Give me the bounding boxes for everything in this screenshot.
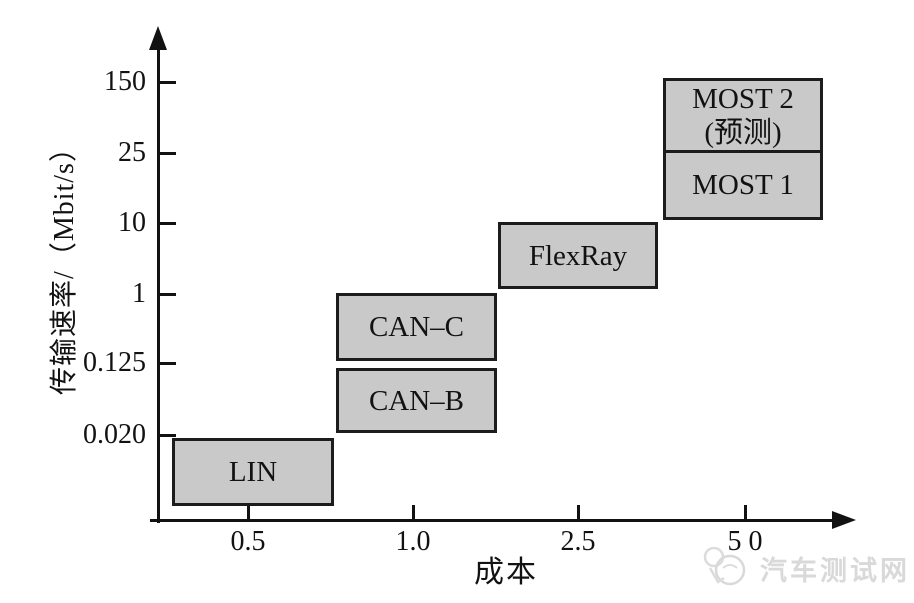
car-logo-icon <box>700 544 752 593</box>
x-tick-mark <box>411 505 415 519</box>
y-tick-label: 1 <box>132 278 146 309</box>
bus-box-label: LIN <box>228 456 278 488</box>
y-tick-label: 0.125 <box>83 347 146 378</box>
bus-box-label: CAN–B <box>368 384 465 417</box>
y-tick-mark <box>159 151 176 155</box>
y-tick-label: 150 <box>104 66 146 97</box>
x-axis-title: 成本 <box>474 556 538 589</box>
bus-box-most-2: MOST 2 (预测) <box>663 78 823 153</box>
x-tick-mark <box>743 505 747 519</box>
y-axis-arrow-icon <box>149 26 167 50</box>
bus-box-label: MOST 2 <box>692 82 794 115</box>
x-tick-label: 2.5 <box>560 526 596 557</box>
bus-box-can-c: CAN–C <box>336 293 497 361</box>
y-tick-label: 0.020 <box>83 419 146 450</box>
bus-box-label: MOST 1 <box>692 169 794 201</box>
y-tick-mark <box>159 80 176 84</box>
y-tick-mark <box>159 221 176 225</box>
y-axis-title: 传输速率/（Mbit/s） <box>49 133 80 395</box>
x-tick-mark <box>576 505 580 519</box>
x-tick-mark <box>246 505 250 519</box>
x-tick-label: 0.5 <box>230 526 266 557</box>
x-axis-line <box>150 518 836 522</box>
bus-box-label: (预测) <box>704 116 782 149</box>
bus-box-label: CAN–C <box>368 311 465 343</box>
y-tick-label: 25 <box>118 137 146 168</box>
watermark: 汽车测试网 <box>700 544 910 593</box>
x-axis-arrow-icon <box>832 511 856 529</box>
bus-box-can-b: CAN–B <box>336 368 497 433</box>
bus-box-most-1: MOST 1 <box>663 150 823 220</box>
y-tick-mark <box>159 292 176 296</box>
x-tick-label: 5 0 <box>727 526 763 557</box>
y-axis-line <box>156 42 160 523</box>
y-tick-label: 10 <box>118 207 146 238</box>
watermark-text: 汽车测试网 <box>760 556 910 586</box>
x-tick-label: 1.0 <box>395 526 431 557</box>
y-tick-mark <box>159 361 176 365</box>
bus-box-lin: LIN <box>172 438 334 506</box>
y-tick-mark <box>159 433 176 437</box>
bus-box-label: FlexRay <box>528 239 628 272</box>
bus-box-flexray: FlexRay <box>498 222 658 289</box>
